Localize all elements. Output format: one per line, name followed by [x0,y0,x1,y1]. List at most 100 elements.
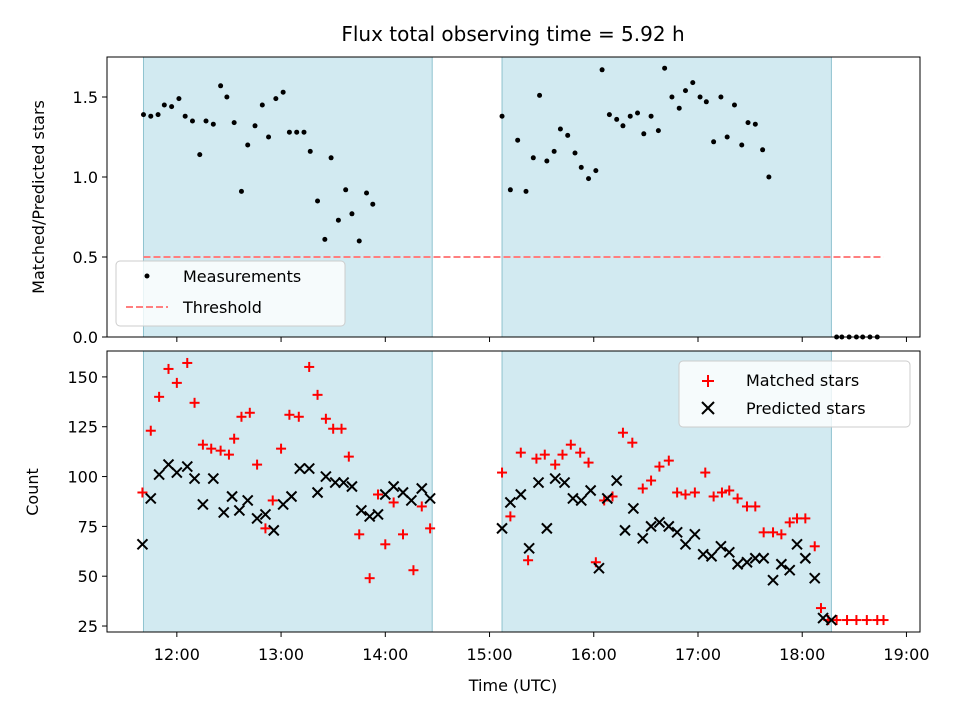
matched-star-marker-61 [724,485,735,496]
predicted-star-marker-9 [218,506,230,519]
measurement-point-51 [620,123,626,129]
matched-star-marker-11 [229,433,240,444]
matched-star-marker-22 [320,413,331,424]
bottom-panel: 25 50 75 100 125 150 12:00 13:00 14:00 15:00 16:0… [23,350,930,695]
measurement-point-25 [315,198,321,204]
bottom-y-tick-label-5: 150 [67,368,98,387]
measurement-point-57 [662,65,668,71]
chart-title: Flux total observing time = 5.92 h [341,22,684,46]
matched-star-marker-45 [583,457,594,468]
matched-star-marker-55 [672,487,683,498]
predicted-star-marker-29 [387,480,400,493]
predicted-star-marker-53 [663,520,675,533]
matched-star-marker-52 [646,475,657,486]
bottom-y-tick-label-1: 50 [78,567,98,586]
top-y-axis-label: Matched/Predicted stars [29,100,48,294]
measurement-point-53 [635,110,641,116]
matched-star-marker-16 [267,495,278,506]
predicted-star-marker-65 [767,574,779,586]
predicted-star-marker-32 [416,482,428,495]
measurement-point-20 [280,89,286,95]
matched-star-marker-18 [284,409,295,420]
x-tick-label-4: 16:00 [571,645,617,664]
legend-measurement-marker [144,273,150,279]
top-legend: Measurements Threshold [115,260,346,327]
predicted-star-marker-71 [817,612,829,624]
legend-predicted-marker [701,401,715,415]
matched-star-marker-60 [716,487,727,498]
measurement-point-26 [322,236,328,242]
top-y-tick-label-3: 1.5 [73,88,98,107]
top-legend-box [115,260,346,327]
predicted-star-marker-54 [671,526,683,539]
measurement-point-21 [286,129,292,135]
predicted-star-marker-36 [515,488,527,501]
matched-star-marker-10 [223,449,234,460]
predicted-star-marker-70 [809,572,821,584]
measurement-point-44 [572,150,578,156]
matched-star-marker-39 [531,453,542,464]
predicted-star-marker-52 [653,516,666,529]
measurement-point-47 [593,168,599,174]
measurement-point-14 [238,188,244,194]
bottom-x-ticks: 12:00 13:00 14:00 15:00 16:00 17:00 18:00 19:00 [154,632,930,664]
predicted-star-marker-58 [705,550,718,562]
matched-star-marker-71 [809,541,820,552]
measurement-point-66 [724,134,730,140]
matched-star-marker-2 [154,391,165,402]
measurement-point-11 [218,83,224,89]
legend-threshold-label: Threshold [182,298,262,317]
measurement-point-68 [739,142,745,148]
measurement-point-4 [169,104,175,110]
measurement-point-29 [343,187,349,193]
matched-star-marker-30 [388,497,399,508]
matched-star-marker-25 [343,451,354,462]
predicted-star-marker-22 [329,476,341,489]
predicted-star-marker-43 [575,494,587,507]
measurement-point-63 [703,99,709,105]
x-tick-label-3: 15:00 [466,645,512,664]
matched-star-marker-3 [163,363,174,374]
measurement-point-5 [176,96,182,102]
matched-star-marker-42 [557,449,568,460]
measurement-point-34 [499,113,505,119]
top-observing-windows [142,56,832,338]
predicted-star-marker-24 [346,480,358,493]
predicted-star-marker-37 [523,542,535,555]
measurement-point-33 [370,201,376,207]
matched-star-marker-44 [575,447,586,458]
measurement-point-15 [245,142,251,148]
measurement-point-22 [294,129,300,135]
matched-star-marker-62 [732,493,743,504]
predicted-star-marker-11 [233,504,246,517]
measurement-point-3 [161,102,167,108]
predicted-star-marker-62 [741,556,753,568]
measurement-point-32 [364,190,370,196]
measurement-point-62 [697,94,703,100]
measurement-point-61 [690,80,696,86]
bottom-y-tick-label-0: 25 [78,617,98,636]
measurement-point-18 [266,134,272,140]
predicted-star-marker-19 [303,462,315,475]
predicted-star-marker-25 [355,504,368,517]
predicted-star-marker-23 [337,476,350,489]
matched-star-marker-1 [145,425,156,436]
predicted-star-marker-48 [619,524,631,537]
bottom-y-tick-label-2: 75 [78,517,98,536]
matched-star-marker-72 [815,603,826,614]
measurement-point-37 [523,188,529,194]
predicted-star-marker-0 [136,538,149,551]
predicted-star-marker-27 [372,508,384,521]
matched-star-marker-28 [373,489,383,500]
measurement-point-7 [189,118,195,124]
predicted-star-marker-69 [799,552,812,564]
predicted-star-marker-26 [363,510,376,523]
measurement-point-28 [335,217,341,223]
predicted-star-marker-45 [593,562,605,574]
predicted-star-marker-63 [749,552,762,564]
measurement-point-56 [655,128,661,134]
predicted-star-marker-60 [723,546,735,558]
predicted-star-marker-34 [496,522,508,535]
measurement-point-35 [507,187,513,193]
